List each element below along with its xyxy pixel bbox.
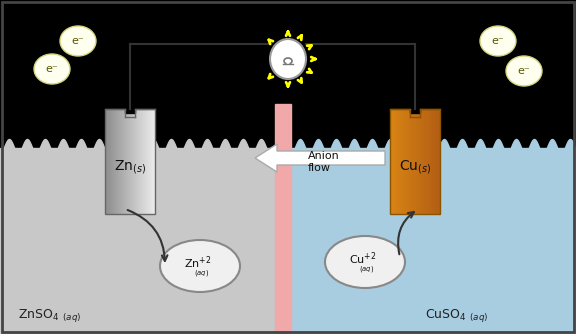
Bar: [410, 100, 420, 113]
Bar: [105, 109, 155, 214]
Text: e⁻: e⁻: [492, 36, 505, 46]
Bar: [125, 100, 135, 113]
Ellipse shape: [34, 54, 70, 84]
Bar: [0, 148, 275, 334]
Ellipse shape: [270, 39, 306, 79]
Text: CuSO$_4$ $_{(aq)}$: CuSO$_4$ $_{(aq)}$: [425, 308, 488, 325]
Ellipse shape: [506, 56, 542, 86]
Ellipse shape: [60, 26, 96, 56]
Bar: [275, 104, 291, 334]
Text: Zn$^{+2}$: Zn$^{+2}$: [184, 255, 212, 271]
Text: e⁻: e⁻: [46, 64, 58, 74]
Text: ZnSO$_4$ $_{(aq)}$: ZnSO$_4$ $_{(aq)}$: [18, 308, 81, 325]
Text: e⁻: e⁻: [518, 66, 530, 76]
Bar: [390, 109, 440, 214]
Text: Cu$_{(s)}$: Cu$_{(s)}$: [399, 158, 431, 175]
Bar: [291, 148, 576, 334]
Ellipse shape: [480, 26, 516, 56]
Text: e⁻: e⁻: [71, 36, 84, 46]
Text: Anion
flow: Anion flow: [308, 151, 340, 173]
Text: Zn$_{(s)}$: Zn$_{(s)}$: [114, 158, 146, 175]
Text: Cu$^{+2}$: Cu$^{+2}$: [349, 251, 377, 267]
Ellipse shape: [325, 236, 405, 288]
Text: $_{(aq)}$: $_{(aq)}$: [194, 269, 210, 280]
FancyArrow shape: [255, 144, 385, 172]
Text: $_{(aq)}$: $_{(aq)}$: [359, 265, 374, 276]
Ellipse shape: [160, 240, 240, 292]
